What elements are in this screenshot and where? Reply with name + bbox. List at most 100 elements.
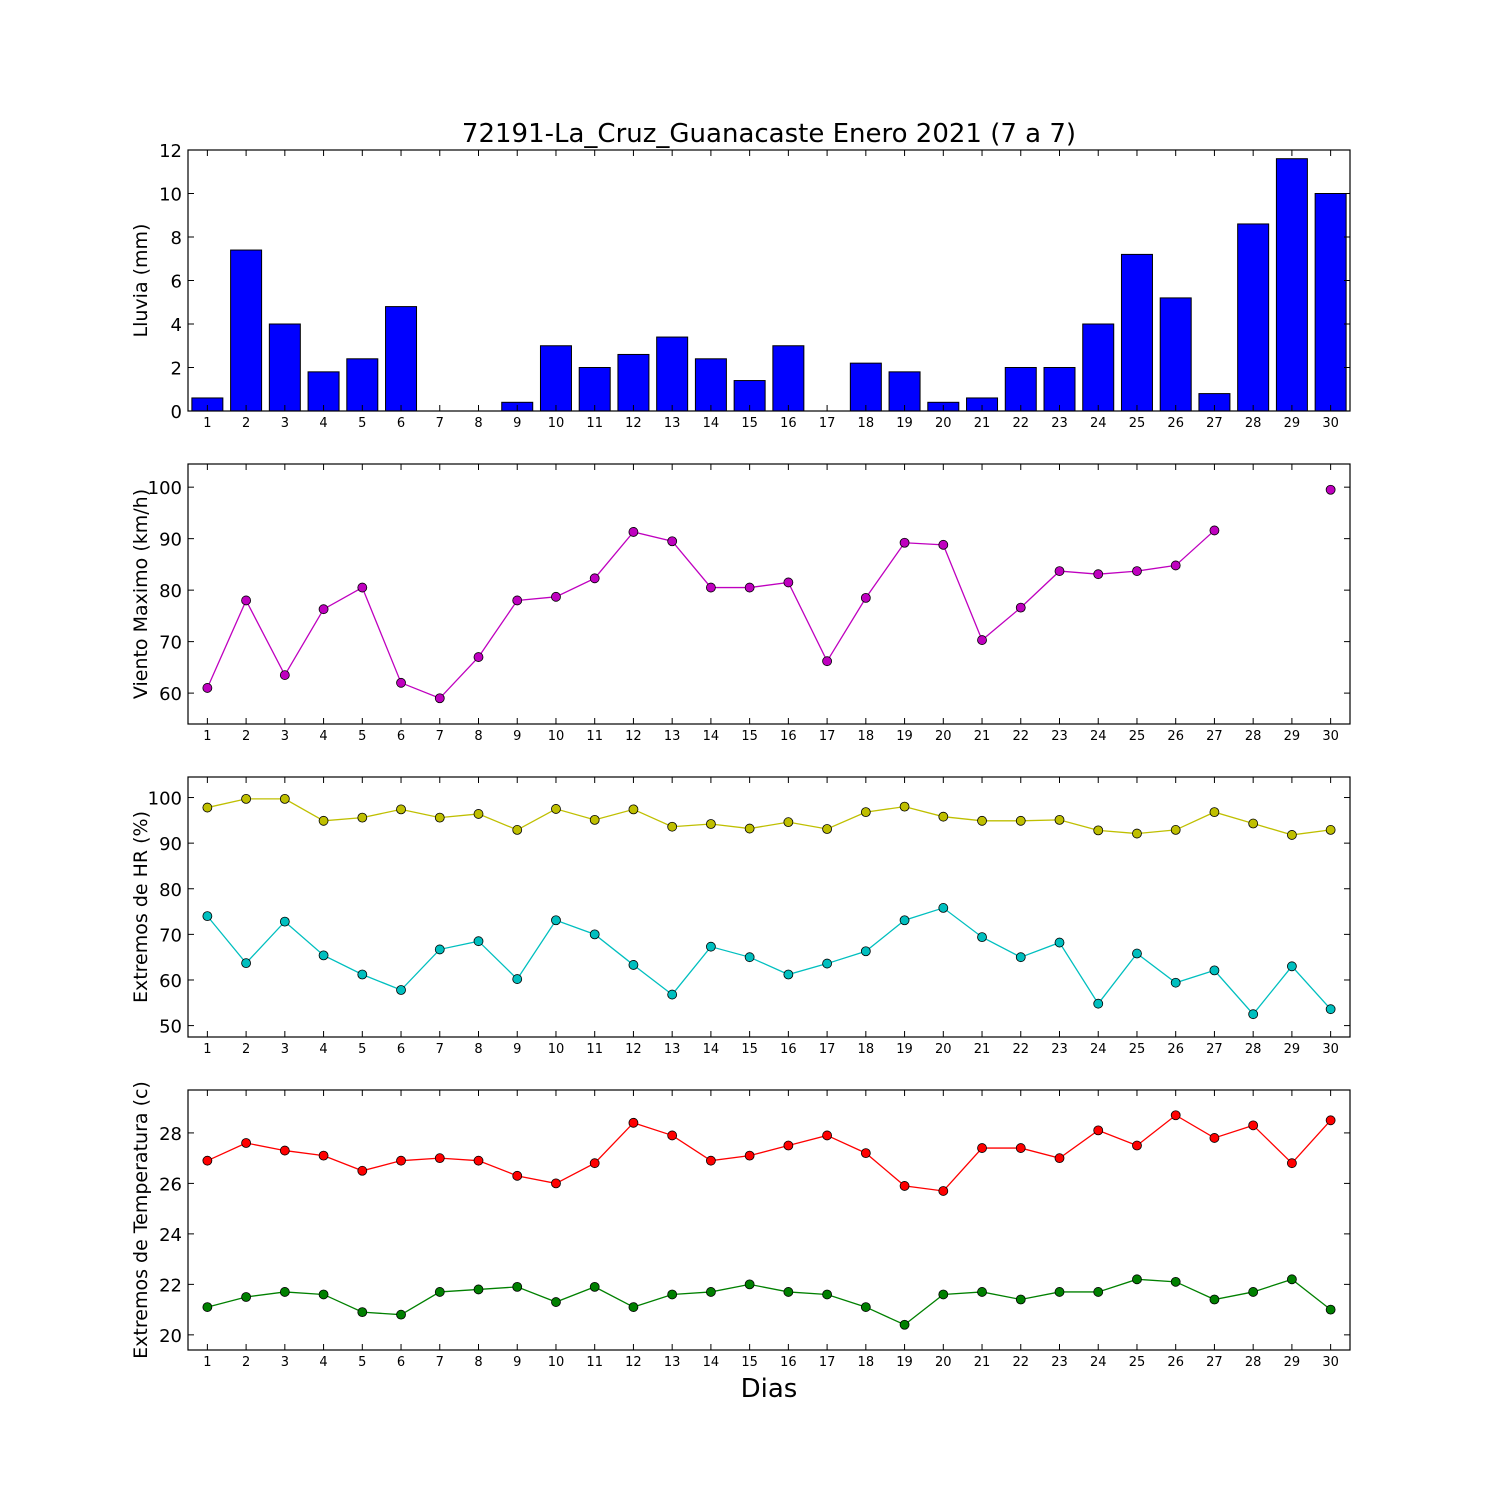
temperatura-series-2-point-day-9 — [512, 1281, 523, 1292]
lluvia-bar-day-22 — [1004, 367, 1037, 412]
chart-title: 72191-La_Cruz_Guanacaste Enero 2021 (7 a… — [462, 119, 1076, 149]
temperatura-xtick-label-18: 18 — [858, 1355, 875, 1370]
viento-ytick-label-90: 90 — [159, 530, 182, 551]
temperatura-xtick-label-13: 13 — [664, 1355, 681, 1370]
hr-series-2-point-day-4 — [318, 950, 329, 961]
viento-xtick-label-27: 27 — [1206, 729, 1223, 744]
hr-series-1-point-day-11 — [589, 814, 600, 825]
hr-ytick-label-70: 70 — [159, 925, 182, 946]
lluvia-xtick-label-15: 15 — [741, 416, 758, 431]
lluvia-xtick-label-3: 3 — [281, 416, 289, 431]
hr-xtick-label-11: 11 — [586, 1042, 603, 1057]
lluvia-xtick-label-13: 13 — [664, 416, 681, 431]
temperatura-series-1-point-day-23 — [1054, 1153, 1065, 1164]
temperatura-xtick-label-27: 27 — [1206, 1355, 1223, 1370]
lluvia-bar-day-18 — [849, 362, 882, 412]
temperatura-series-1-point-day-12 — [628, 1117, 639, 1128]
lluvia-xtick-label-9: 9 — [513, 416, 521, 431]
viento-xtick-label-17: 17 — [819, 729, 836, 744]
viento-series-1-point-day-22 — [1015, 602, 1026, 613]
hr-series-2-point-day-11 — [589, 929, 600, 940]
hr-series-1-point-day-29 — [1287, 830, 1297, 840]
hr-series-1-point-day-28 — [1248, 818, 1259, 829]
temperatura-series-2-point-day-12 — [628, 1302, 639, 1312]
hr-xtick-label-19: 19 — [896, 1042, 913, 1057]
temperatura-series-1 — [202, 1110, 1336, 1196]
hr-series-2-point-day-19 — [899, 915, 910, 926]
hr-series-2-point-day-23 — [1054, 937, 1065, 948]
temperatura-series-2-point-day-19 — [899, 1319, 910, 1330]
hr-series-2-point-day-30 — [1325, 1004, 1336, 1015]
hr-series-1-point-day-30 — [1325, 825, 1336, 835]
hr-xtick-label-16: 16 — [780, 1042, 797, 1057]
lluvia-bar-day-3 — [268, 323, 301, 412]
temperatura-series-1-point-day-3 — [279, 1145, 290, 1156]
temperatura-xtick-label-16: 16 — [780, 1355, 797, 1370]
lluvia-xtick-label-5: 5 — [358, 416, 366, 431]
temperatura-ytick-label-20: 20 — [159, 1326, 182, 1347]
hr-xtick-label-7: 7 — [436, 1042, 444, 1057]
lluvia-xtick-label-16: 16 — [780, 416, 797, 431]
temperatura-series-2-point-day-28 — [1248, 1287, 1259, 1297]
hr-ytick-label-100: 100 — [148, 789, 182, 810]
temperatura-y-axis-label: Extremos de Temperatura (c) — [130, 1081, 152, 1359]
viento-series-1-point-day-10 — [551, 591, 561, 602]
hr-ytick-label-80: 80 — [159, 880, 182, 901]
viento-xtick-label-1: 1 — [203, 729, 211, 744]
lluvia-xtick-label-2: 2 — [242, 416, 250, 431]
viento-xtick-label-7: 7 — [436, 729, 444, 744]
lluvia-xtick-label-12: 12 — [625, 416, 642, 431]
temperatura-xtick-label-15: 15 — [741, 1355, 758, 1370]
lluvia-bar-day-24 — [1082, 323, 1115, 412]
hr-ytick-label-90: 90 — [159, 834, 182, 855]
lluvia-xtick-label-17: 17 — [819, 416, 836, 431]
viento-xtick-label-5: 5 — [358, 729, 366, 744]
temperatura-ytick-label-26: 26 — [159, 1174, 182, 1195]
temperatura-series-2-point-day-17 — [822, 1289, 832, 1300]
hr-series-1 — [202, 793, 1336, 840]
temperatura-xtick-label-2: 2 — [242, 1355, 250, 1370]
temperatura-series-2-point-day-23 — [1054, 1287, 1065, 1297]
lluvia-xtick-label-6: 6 — [397, 416, 405, 431]
hr-xtick-label-6: 6 — [397, 1042, 405, 1057]
hr-series-1-point-day-1 — [202, 802, 213, 813]
lluvia-bar-day-2 — [230, 249, 263, 412]
hr-series-2-point-day-12 — [628, 960, 639, 970]
viento-series-1-point-day-9 — [512, 595, 523, 606]
lluvia-xtick-label-26: 26 — [1167, 416, 1184, 431]
viento-series-1-point-day-18 — [860, 592, 871, 603]
temperatura-series-1-point-day-20 — [938, 1186, 949, 1196]
hr-series-2-point-day-7 — [434, 944, 445, 955]
lluvia-ytick-label-12: 12 — [159, 141, 182, 162]
hr-xtick-label-28: 28 — [1245, 1042, 1262, 1057]
lluvia-xtick-label-8: 8 — [474, 416, 482, 431]
hr-xtick-label-23: 23 — [1051, 1042, 1068, 1057]
hr-series-2-line-1 — [206, 907, 1332, 1016]
temperatura-series-2-point-day-5 — [357, 1307, 368, 1318]
temperatura-xtick-label-29: 29 — [1284, 1355, 1301, 1370]
temperatura-series-2-point-day-6 — [396, 1309, 406, 1320]
temperatura-series-1-point-day-4 — [318, 1150, 329, 1161]
temperatura-xtick-label-22: 22 — [1012, 1355, 1029, 1370]
lluvia-bar-day-28 — [1237, 223, 1270, 412]
hr-ytick-label-50: 50 — [159, 1017, 182, 1038]
hr-series-2-point-day-2 — [241, 958, 252, 969]
hr-xtick-label-15: 15 — [741, 1042, 758, 1057]
hr-series-2-point-day-9 — [512, 974, 523, 984]
lluvia-ytick-label-4: 4 — [171, 315, 182, 336]
hr-series-2-point-day-15 — [744, 952, 755, 963]
lluvia-bar-day-25 — [1120, 253, 1153, 412]
viento-series-1-point-day-1 — [202, 683, 213, 693]
hr-series-2-point-day-8 — [473, 936, 484, 947]
hr-xtick-label-4: 4 — [319, 1042, 327, 1057]
lluvia-bar-day-4 — [307, 371, 340, 412]
temperatura-series-1-point-day-26 — [1170, 1110, 1181, 1121]
hr-series-1-point-day-4 — [318, 815, 329, 826]
hr-xtick-label-22: 22 — [1012, 1042, 1029, 1057]
hr-xtick-label-30: 30 — [1322, 1042, 1339, 1057]
temperatura-plot-frame — [187, 1089, 1351, 1351]
viento-series-1-point-day-4 — [318, 604, 329, 615]
